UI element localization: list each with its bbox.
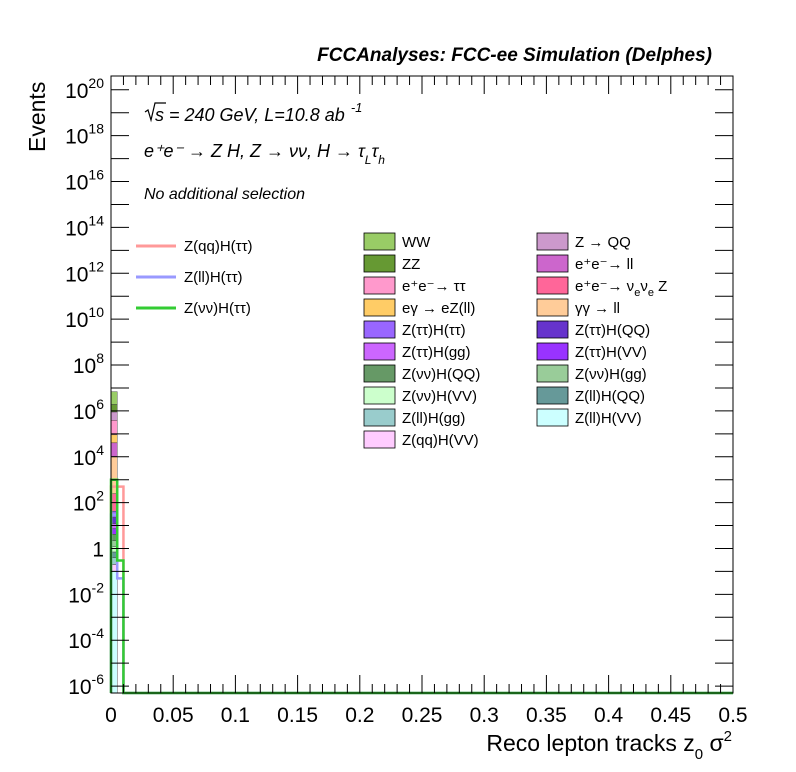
x-axis-title: Reco lepton tracks z0 σ2 bbox=[486, 728, 732, 763]
signal-legend-label-1: Z(ll)H(ττ) bbox=[184, 269, 243, 286]
y-tick-label: 10-4 bbox=[68, 625, 104, 653]
y-tick-label: 1 bbox=[92, 538, 104, 561]
y-tick-label: 1014 bbox=[65, 212, 104, 240]
stack-bar-4-bin-0 bbox=[110, 434, 118, 444]
y-tick-label: 1020 bbox=[65, 75, 104, 103]
stack-legend-swatch-11 bbox=[536, 254, 569, 273]
stack-legend-label-16: Z(νν)H(gg) bbox=[575, 366, 647, 383]
stack-legend-label-10: Z → QQ bbox=[575, 234, 631, 251]
stack-legend-label-0: WW bbox=[402, 234, 431, 251]
x-tick-label: 0.1 bbox=[221, 704, 250, 727]
stack-bar-3-bin-0 bbox=[110, 420, 118, 436]
stack-legend-swatch-1 bbox=[363, 254, 396, 273]
stack-legend-swatch-5 bbox=[363, 342, 396, 361]
x-tick-label: 0.45 bbox=[650, 704, 691, 727]
chart-header: FCCAnalyses: FCC-ee Simulation (Delphes) bbox=[317, 45, 712, 66]
y-tick-labels: 1020 1018 1016 1014 1012 1010 108 106 104 102 1 10-… bbox=[65, 75, 104, 699]
sqrt-symbol bbox=[144, 102, 166, 123]
stack-legend-label-9: Z(qq)H(VV) bbox=[402, 432, 479, 449]
stack-legend-label-4: Z(ττ)H(ττ) bbox=[402, 322, 466, 339]
stack-legend-label-13: γγ → ll bbox=[575, 300, 620, 317]
stack-legend-swatch-6 bbox=[363, 364, 396, 383]
y-tick-label: 106 bbox=[73, 396, 104, 424]
stack-legend-swatch-16 bbox=[536, 364, 569, 383]
stack-bar-0-bin-0 bbox=[110, 391, 118, 405]
stack-legend: WW ZZ e⁺e⁻→ ττ eγ → eZ(ll) Z(ττ)H(ττ) Z(ττ)H(… bbox=[363, 232, 667, 449]
stack-legend-label-8: Z(ll)H(gg) bbox=[402, 410, 465, 427]
stack-legend-label-17: Z(ll)H(QQ) bbox=[575, 388, 645, 405]
y-tick-label: 1012 bbox=[65, 258, 104, 286]
stack-legend-swatch-17 bbox=[536, 386, 569, 405]
stack-legend-swatch-9 bbox=[363, 430, 396, 449]
stack-legend-label-15: Z(ττ)H(VV) bbox=[575, 344, 647, 361]
stack-legend-swatch-15 bbox=[536, 342, 569, 361]
stack-legend-label-14: Z(ττ)H(QQ) bbox=[575, 322, 650, 339]
stack-bar-5-bin-0 bbox=[110, 442, 118, 457]
x-tick-label: 0 bbox=[105, 704, 117, 727]
process-annotation: e⁺e⁻ → Z H, Z → νν, H → τLτh bbox=[144, 141, 385, 167]
stack-legend-swatch-3 bbox=[363, 298, 396, 317]
stack-legend-label-3: eγ → eZ(ll) bbox=[402, 300, 475, 317]
svg-text:s = 240 GeV, L=10.8 ab-1: s = 240 GeV, L=10.8 ab -1 bbox=[155, 100, 362, 125]
x-tick-label: 0.05 bbox=[153, 704, 194, 727]
x-tick-label: 0.2 bbox=[345, 704, 374, 727]
stack-legend-swatch-13 bbox=[536, 298, 569, 317]
stack-bar-2-bin-0 bbox=[110, 411, 118, 421]
y-tick-label: 1018 bbox=[65, 121, 104, 149]
x-tick-label: 0.4 bbox=[594, 704, 624, 727]
stack-legend-swatch-10 bbox=[536, 232, 569, 251]
y-tick-label: 10-6 bbox=[68, 671, 104, 699]
stack-legend-label-18: Z(ll)H(VV) bbox=[575, 410, 642, 427]
stack-legend-swatch-8 bbox=[363, 408, 396, 427]
stack-legend-swatch-12 bbox=[536, 276, 569, 295]
stack-legend-swatch-0 bbox=[363, 232, 396, 251]
x-tick-label: 0.3 bbox=[470, 704, 499, 727]
ticks-layer bbox=[110, 76, 734, 693]
signal-legend-label-2: Z(νν)H(ττ) bbox=[184, 300, 251, 317]
stack-legend-label-2: e⁺e⁻→ ττ bbox=[402, 278, 466, 295]
stack-legend-label-7: Z(νν)H(VV) bbox=[402, 388, 477, 405]
stack-legend-label-6: Z(νν)H(QQ) bbox=[402, 366, 480, 383]
x-tick-label: 0.15 bbox=[277, 704, 318, 727]
signal-legend-label-0: Z(qq)H(ττ) bbox=[184, 238, 253, 255]
y-tick-label: 102 bbox=[73, 488, 104, 516]
stack-legend-swatch-2 bbox=[363, 276, 396, 295]
stack-legend-swatch-7 bbox=[363, 386, 396, 405]
selection-annotation: No additional selection bbox=[144, 186, 305, 203]
stack-legend-label-11: e⁺e⁻→ ll bbox=[575, 256, 633, 273]
y-tick-label: 1010 bbox=[65, 304, 104, 332]
stack-legend-label-5: Z(ττ)H(gg) bbox=[402, 344, 471, 361]
y-tick-label: 104 bbox=[73, 442, 104, 470]
energy-annotation: s = 240 GeV, L=10.8 ab -1 bbox=[144, 100, 362, 125]
x-tick-label: 0.5 bbox=[718, 704, 747, 727]
y-axis-title: Events bbox=[24, 82, 50, 152]
x-tick-label: 0.25 bbox=[402, 704, 443, 727]
signal-legend: Z(qq)H(ττ) Z(ll)H(ττ) Z(νν)H(ττ) bbox=[136, 238, 253, 317]
y-tick-label: 10-2 bbox=[68, 579, 104, 607]
stack-legend-swatch-14 bbox=[536, 320, 569, 339]
x-tick-label: 0.35 bbox=[526, 704, 567, 727]
stack-legend-swatch-18 bbox=[536, 408, 569, 427]
y-tick-label: 108 bbox=[73, 350, 104, 378]
stack-legend-label-12: e⁺e⁻→ νeνe Z bbox=[575, 278, 667, 299]
stack-legend-swatch-4 bbox=[363, 320, 396, 339]
stack-legend-label-1: ZZ bbox=[402, 256, 420, 273]
x-tick-labels: 0 0.05 0.1 0.15 0.2 0.25 0.3 0.35 0.4 0.45 0.5 bbox=[105, 704, 747, 727]
y-tick-label: 1016 bbox=[65, 167, 104, 195]
